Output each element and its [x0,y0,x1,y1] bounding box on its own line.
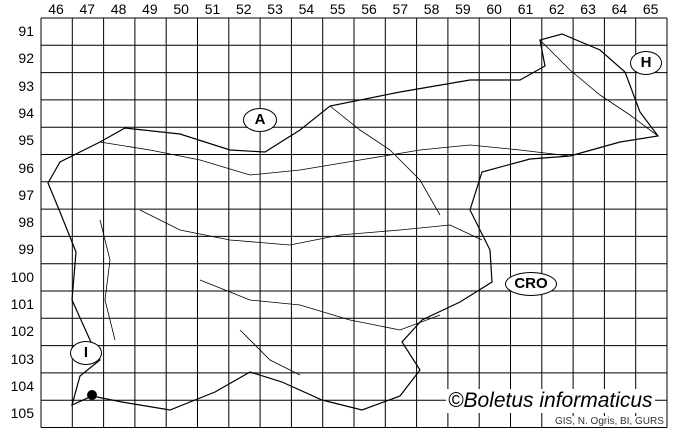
grid-lines [40,17,668,428]
column-label: 53 [267,1,283,17]
column-label: 51 [204,1,221,17]
river [199,279,441,331]
row-label: 104 [10,377,34,394]
row-label: 101 [10,296,34,312]
row-label: 102 [10,323,34,340]
column-label: 64 [611,1,628,17]
column-label: 56 [361,1,377,17]
row-label: 98 [18,214,34,231]
row-label: 93 [18,77,34,94]
row-label: 97 [18,186,34,203]
river [99,219,116,341]
column-label: 54 [298,1,315,17]
row-label: 100 [10,268,34,285]
row-label: 105 [10,405,34,422]
label-italy: I [70,341,102,365]
row-label: 99 [18,241,34,258]
river [329,105,441,216]
record-dot [87,390,97,400]
column-label: 55 [329,1,346,17]
column-label: 52 [236,1,252,17]
column-label: 47 [79,1,96,17]
column-label: 62 [549,1,565,17]
column-label: 60 [486,1,502,17]
label-austria: A [243,108,277,132]
column-label: 58 [423,1,440,17]
column-label: 57 [392,1,409,17]
column-label: 61 [517,1,534,17]
credit-text: GIS, N. Ogris, BI, GURS [555,416,664,427]
column-label: 50 [173,1,189,17]
river [99,141,571,176]
column-label: 48 [110,1,127,17]
label-croatia: CRO [505,272,557,296]
river [139,209,483,246]
row-label: 103 [10,350,34,367]
column-label: 49 [142,1,158,17]
row-label: 94 [18,104,34,121]
column-label: 59 [455,1,471,17]
column-label: 65 [642,1,659,17]
copyright-text: ©Boletus informaticus [446,389,655,413]
rivers [99,39,659,376]
river [239,329,301,376]
country-border [47,33,660,411]
row-label: 95 [18,132,34,149]
column-label: 46 [48,1,64,17]
row-label: 96 [18,159,34,176]
label-hungary: H [630,51,662,75]
river [539,39,659,137]
row-label: 92 [18,50,34,67]
column-label: 63 [580,1,596,17]
row-label: 91 [18,23,34,39]
